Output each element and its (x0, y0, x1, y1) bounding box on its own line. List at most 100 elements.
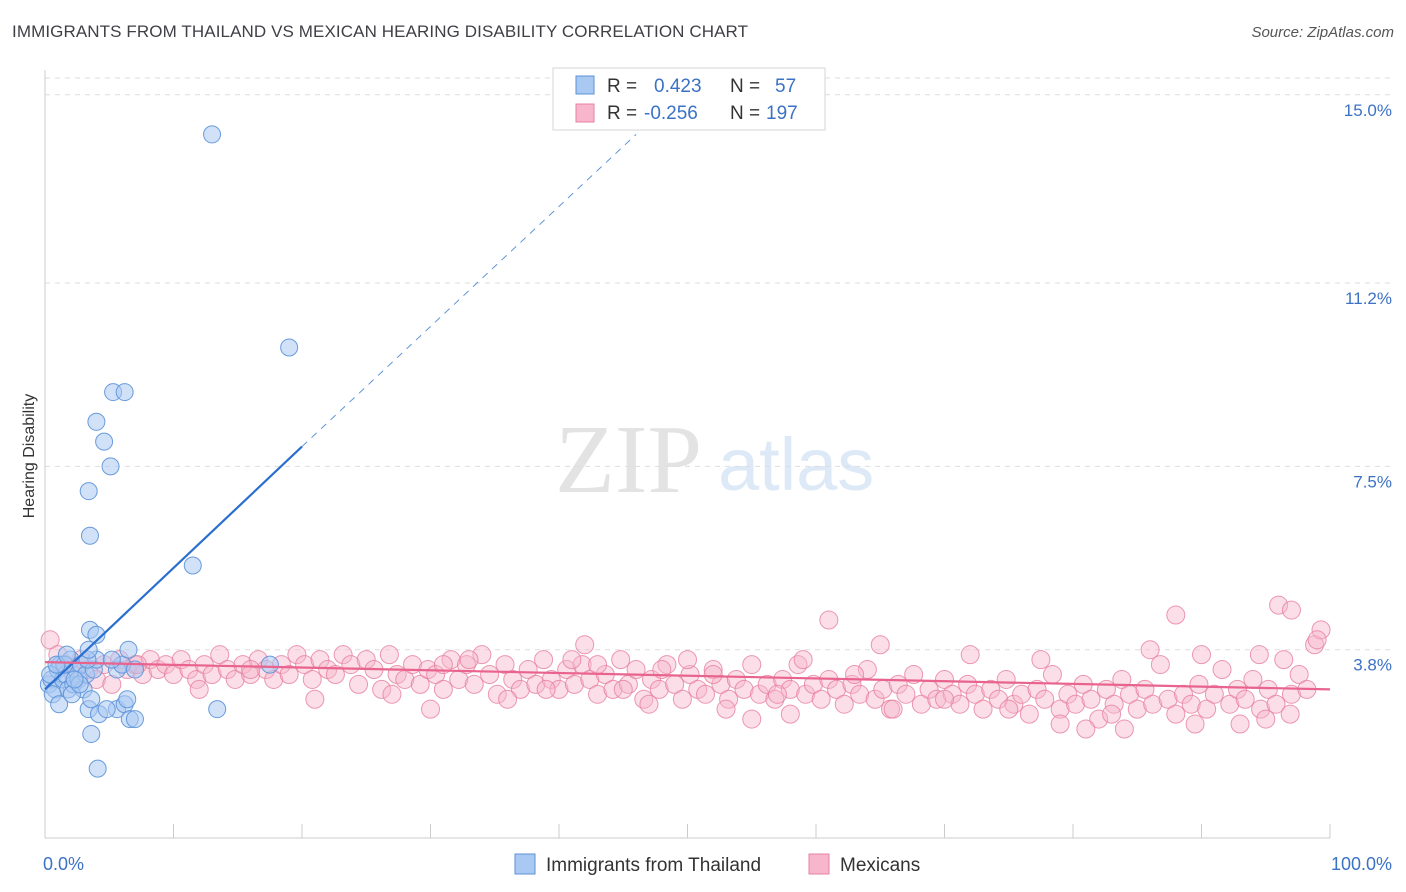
mexicans-point-191 (1249, 645, 1269, 665)
mexicans-point-73 (603, 679, 623, 699)
mexicans-point-96 (780, 679, 800, 699)
mexicans-point-122 (981, 679, 1001, 699)
legend-n-label-thailand: N = (730, 76, 760, 97)
mexicans-point-116 (935, 669, 954, 689)
thailand-point-37 (102, 650, 121, 669)
mexicans-point-144 (1150, 655, 1170, 675)
y-tick-label-2: 11.2% (1345, 289, 1392, 308)
axes (44, 70, 1331, 839)
mexicans-point-182 (1114, 719, 1134, 739)
thailand-point-36 (119, 640, 138, 659)
mexicans-point-65 (541, 669, 561, 689)
mexicans-point-129 (1035, 689, 1055, 709)
mexicans-point-160 (1274, 650, 1294, 670)
mexicans-point-202 (742, 709, 762, 729)
mexicans-point-185 (1269, 595, 1289, 615)
mexicans-point-91 (742, 655, 762, 675)
mexicans-point-132 (1058, 684, 1078, 704)
mexicans-point-105 (850, 684, 870, 704)
mexicans-point-196 (1031, 650, 1051, 670)
mexicans-point-171 (421, 699, 440, 719)
mexicans-point-173 (575, 635, 595, 655)
mexicans-point-172 (498, 689, 518, 709)
mexicans-point-70 (580, 669, 600, 689)
mexicans-point-156 (1243, 669, 1263, 689)
mexicans-point-119 (958, 674, 978, 694)
legend-r-value-thailand: 0.423 (654, 76, 702, 97)
mexicans-point-169 (305, 689, 325, 709)
mexicans-point-178 (870, 635, 890, 655)
legend-swatch-mexicans (575, 103, 595, 123)
mexicans-point-102 (827, 679, 847, 699)
mexicans-point-68 (564, 674, 584, 694)
mexicans-point-48 (410, 674, 430, 694)
chart-title: IMMIGRANTS FROM THAILAND VS MEXICAN HEAR… (12, 22, 749, 41)
mexicans-point-189 (1140, 640, 1160, 660)
mexicans-point-165 (1311, 620, 1331, 640)
mexicans-point-187 (1307, 630, 1327, 650)
mexicans-point-176 (780, 704, 800, 724)
mexicans-point-201 (767, 684, 787, 704)
mexicans-point-155 (1235, 689, 1255, 709)
watermark: ZIP atlas (555, 406, 874, 514)
source-label: Source: ZipAtlas.com (1251, 24, 1394, 41)
grid-lines (45, 77, 1395, 651)
legend-r-value-mexicans: -0.256 (644, 103, 698, 124)
trend-lines (44, 134, 1331, 691)
mexicans-point-128 (1027, 679, 1047, 699)
thailand-point-47 (80, 526, 99, 545)
mexicans-point-62 (518, 660, 538, 680)
bottom-legend-swatch-mexicans (808, 853, 830, 875)
thailand-point-52 (115, 383, 134, 402)
y-tick-labels: 3.8% 7.5% 11.2% 15.0% (1344, 101, 1392, 675)
watermark-zip: ZIP (555, 406, 702, 514)
mexicans-point-131 (1050, 699, 1070, 719)
thailand-point-43 (118, 690, 137, 709)
mexicans-point-61 (510, 679, 530, 699)
mexicans-point-94 (765, 689, 785, 709)
mexicans-point-59 (495, 655, 515, 675)
mexicans-point-170 (382, 684, 402, 704)
mexicans-point-99 (803, 674, 823, 694)
thailand-point-31 (87, 625, 106, 644)
mexicans-point-186 (1281, 600, 1301, 620)
mexicans-point-168 (241, 660, 261, 680)
mexicans-point-24 (225, 669, 245, 689)
thailand-point-42 (97, 700, 116, 719)
mexicans-point-33 (295, 655, 315, 675)
mexicans-point-193 (1256, 709, 1276, 729)
mexicans-point-181 (1050, 714, 1070, 734)
mexicans-point-200 (793, 650, 813, 670)
thailand-point-50 (87, 412, 106, 431)
mexicans-point-203 (703, 664, 723, 684)
mexicans-point-85 (695, 684, 715, 704)
mexicans-point-121 (973, 699, 993, 719)
mexicans-point-64 (534, 650, 554, 670)
mexicans-point-43 (372, 679, 392, 699)
mexicans-point-195 (1076, 719, 1096, 739)
thailand-trend-extension (301, 134, 637, 447)
thailand-point-54 (260, 655, 279, 674)
legend-r-label-mexicans: R = (607, 103, 637, 124)
mexicans-point-161 (1281, 684, 1301, 704)
mexicans-point-83 (680, 664, 700, 684)
thailand-point-16 (82, 690, 101, 709)
mexicans-point-199 (845, 664, 865, 684)
thailand-point-41 (125, 710, 144, 729)
mexicans-point-54 (456, 655, 476, 675)
mexicans-point-115 (927, 689, 947, 709)
mexicans-point-31 (279, 664, 299, 684)
mexicans-point-63 (526, 674, 546, 694)
y-tick-label-3: 15.0% (1344, 101, 1392, 120)
mexicans-point-113 (911, 694, 931, 714)
thailand-point-56 (203, 125, 222, 144)
mexicans-point-71 (588, 684, 608, 704)
mexicans-point-126 (1012, 684, 1032, 704)
mexicans-point-118 (950, 694, 970, 714)
bottom-legend-label-mexicans: Mexicans (840, 855, 920, 876)
mexicans-point-179 (960, 645, 980, 665)
mexicans-point-211 (433, 655, 453, 675)
mexicans-point-206 (613, 679, 633, 699)
mexicans-point-130 (1042, 664, 1062, 684)
